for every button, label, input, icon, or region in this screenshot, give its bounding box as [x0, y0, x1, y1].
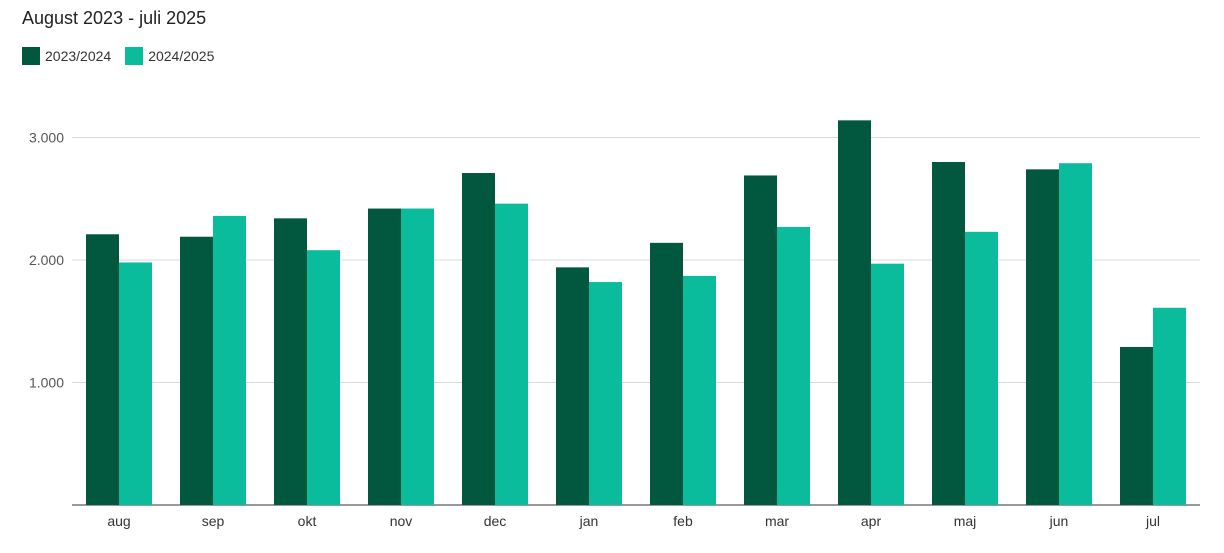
bar-maj-series-2 — [965, 231, 998, 505]
legend: 2023/2024 2024/2025 — [22, 47, 228, 65]
x-tick-label-mar: mar — [765, 513, 789, 529]
bar-nov-series-2 — [401, 208, 434, 506]
legend-swatch-series-1 — [22, 47, 40, 65]
x-tick-label-jun: jun — [1049, 513, 1069, 529]
bar-jan-series-1 — [556, 267, 589, 505]
bar-maj-series-1 — [932, 162, 965, 505]
chart-title: August 2023 - juli 2025 — [22, 8, 207, 28]
bar-feb-series-2 — [683, 275, 716, 505]
bar-apr-series-2 — [871, 263, 904, 505]
legend-item-series-1: 2023/2024 — [22, 47, 111, 65]
bar-apr-series-1 — [838, 120, 871, 505]
bar-dec-series-2 — [495, 203, 528, 505]
bar-okt-series-1 — [274, 218, 307, 505]
bar-sep-series-1 — [180, 236, 213, 505]
bar-aug-series-1 — [86, 234, 119, 505]
legend-item-series-2: 2024/2025 — [125, 47, 214, 65]
bar-jun-series-2 — [1059, 163, 1092, 505]
bar-mar-series-1 — [744, 175, 777, 505]
bar-jul-series-2 — [1153, 307, 1186, 505]
x-tick-label-jan: jan — [579, 513, 599, 529]
legend-label-series-2: 2024/2025 — [148, 48, 215, 64]
bar-jun-series-1 — [1026, 169, 1059, 505]
y-tick-label: 1.000 — [29, 375, 64, 391]
y-tick-label: 2.000 — [29, 252, 64, 268]
bar-okt-series-2 — [307, 250, 340, 505]
bar-mar-series-2 — [777, 226, 810, 506]
bar-dec-series-1 — [462, 173, 495, 505]
x-tick-label-sep: sep — [202, 513, 225, 529]
x-tick-label-apr: apr — [861, 513, 882, 529]
x-tick-label-jul: jul — [1145, 513, 1160, 529]
legend-swatch-series-2 — [125, 47, 144, 65]
bar-aug-series-2 — [119, 262, 152, 505]
bar-nov-series-1 — [368, 208, 401, 506]
x-tick-label-okt: okt — [298, 513, 317, 529]
x-tick-label-maj: maj — [954, 513, 977, 529]
bar-jan-series-2 — [589, 282, 622, 505]
bar-jul-series-1 — [1120, 346, 1153, 505]
x-tick-label-feb: feb — [673, 513, 693, 529]
legend-label-series-1: 2023/2024 — [45, 48, 112, 64]
x-tick-label-nov: nov — [390, 513, 413, 529]
bar-feb-series-1 — [650, 242, 683, 505]
x-tick-label-aug: aug — [107, 513, 130, 529]
x-tick-label-dec: dec — [484, 513, 507, 529]
y-tick-label: 3.000 — [29, 130, 64, 146]
bar-sep-series-2 — [213, 215, 246, 505]
